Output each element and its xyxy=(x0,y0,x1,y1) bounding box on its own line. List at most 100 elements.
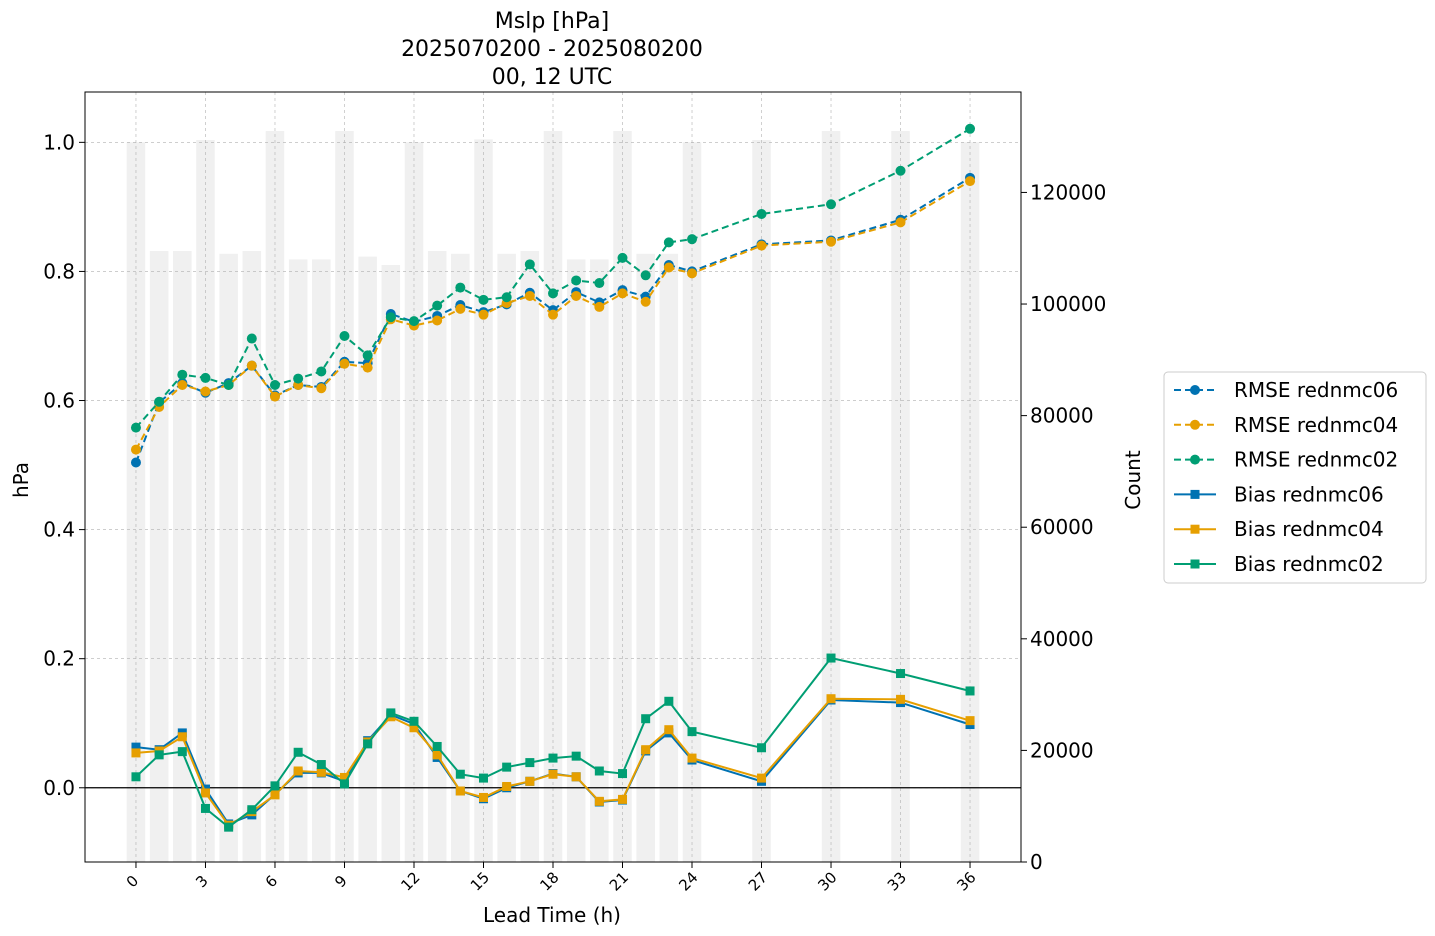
x-tick-label: 30 xyxy=(814,868,840,894)
y-right-tick-label: 0 xyxy=(1030,850,1043,874)
legend-label-bias-rednmc06: Bias rednmc06 xyxy=(1234,482,1384,506)
data-point-rmse-rednmc02 xyxy=(640,270,651,281)
data-point-rmse-rednmc04 xyxy=(594,301,605,312)
data-point-bias-rednmc04 xyxy=(177,732,187,742)
data-point-rmse-rednmc04 xyxy=(965,176,976,187)
data-point-rmse-rednmc04 xyxy=(826,236,837,247)
x-tick-label: 24 xyxy=(675,868,701,894)
data-point-bias-rednmc04 xyxy=(409,723,419,733)
data-point-bias-rednmc02 xyxy=(618,769,628,779)
data-point-bias-rednmc02 xyxy=(826,653,836,663)
data-point-rmse-rednmc02 xyxy=(408,316,419,327)
data-point-rmse-rednmc04 xyxy=(640,296,651,307)
data-point-rmse-rednmc04 xyxy=(548,309,558,320)
count-bar xyxy=(566,259,586,862)
data-point-bias-rednmc04 xyxy=(965,716,975,726)
data-point-bias-rednmc06 xyxy=(131,742,141,752)
x-tick-label: 15 xyxy=(467,868,493,894)
data-point-rmse-rednmc02 xyxy=(663,237,674,248)
data-point-rmse-rednmc04 xyxy=(269,391,280,402)
x-tick-label: 12 xyxy=(397,868,423,894)
data-point-rmse-rednmc02 xyxy=(339,330,350,341)
data-point-rmse-rednmc04 xyxy=(663,262,674,273)
data-point-rmse-rednmc04 xyxy=(524,290,535,301)
x-tick-label: 0 xyxy=(123,872,142,891)
data-point-rmse-rednmc02 xyxy=(246,333,257,344)
data-point-rmse-rednmc02 xyxy=(455,282,466,293)
legend-label-bias-rednmc02: Bias rednmc02 xyxy=(1234,552,1384,576)
count-bar xyxy=(659,253,679,863)
data-point-bias-rednmc04 xyxy=(896,694,906,704)
data-point-bias-rednmc04 xyxy=(548,769,558,779)
data-point-bias-rednmc02 xyxy=(224,822,234,832)
chart-title-line-1: Mslp [hPa] xyxy=(495,9,609,34)
y-right-tick-label: 60000 xyxy=(1030,515,1094,539)
data-point-rmse-rednmc02 xyxy=(594,278,605,289)
data-point-rmse-rednmc02 xyxy=(130,422,141,433)
data-point-bias-rednmc02 xyxy=(896,669,906,679)
data-point-bias-rednmc02 xyxy=(339,779,349,789)
y-left-tick-label: 0.2 xyxy=(43,647,75,671)
x-tick-label: 27 xyxy=(745,868,771,894)
count-bar xyxy=(520,251,540,863)
data-point-rmse-rednmc02 xyxy=(316,366,327,377)
data-point-bias-rednmc02 xyxy=(757,743,767,753)
legend-marker-rmse-rednmc02 xyxy=(1190,454,1200,465)
data-point-bias-rednmc02 xyxy=(409,716,419,726)
data-point-bias-rednmc02 xyxy=(548,753,558,763)
legend-marker-rmse-rednmc06 xyxy=(1190,385,1200,395)
data-point-bias-rednmc04 xyxy=(826,694,836,704)
data-point-bias-rednmc02 xyxy=(432,741,442,751)
count-bar xyxy=(381,264,401,862)
data-point-bias-rednmc02 xyxy=(641,714,651,724)
chart-title: Mslp [hPa] 2025070200 - 2025080200 00, 1… xyxy=(401,9,703,90)
data-point-rmse-rednmc04 xyxy=(316,383,327,394)
legend-label-rmse-rednmc06: RMSE rednmc06 xyxy=(1234,378,1398,402)
data-point-rmse-rednmc02 xyxy=(524,259,535,270)
data-point-rmse-rednmc04 xyxy=(130,444,141,455)
data-point-rmse-rednmc04 xyxy=(687,268,698,279)
data-point-bias-rednmc04 xyxy=(594,796,604,806)
data-point-rmse-rednmc04 xyxy=(617,288,628,299)
x-axis-ticks: 0 3 6 9 12 15 18 21 24 27 30 33 36 xyxy=(123,862,980,895)
data-point-rmse-rednmc04 xyxy=(246,360,257,371)
data-point-bias-rednmc04 xyxy=(339,772,349,782)
data-point-rmse-rednmc02 xyxy=(826,199,837,210)
data-point-bias-rednmc02 xyxy=(525,758,535,768)
count-bar xyxy=(288,259,308,862)
data-point-bias-rednmc02 xyxy=(131,772,141,782)
data-point-rmse-rednmc04 xyxy=(177,380,188,391)
data-point-rmse-rednmc02 xyxy=(571,275,582,286)
x-tick-label: 21 xyxy=(606,868,632,894)
count-bar xyxy=(312,259,331,862)
data-point-bias-rednmc04 xyxy=(270,790,280,800)
x-axis-label: Lead Time (h) xyxy=(483,903,621,927)
y-right-tick-label: 80000 xyxy=(1030,404,1094,428)
data-point-bias-rednmc02 xyxy=(571,751,581,761)
data-point-rmse-rednmc04 xyxy=(756,240,767,251)
data-point-bias-rednmc02 xyxy=(200,803,210,813)
data-point-bias-rednmc04 xyxy=(432,750,442,760)
data-point-rmse-rednmc02 xyxy=(548,288,558,299)
data-point-rmse-rednmc04 xyxy=(200,386,211,397)
legend: RMSE rednmc06 RMSE rednmc04 RMSE rednmc02 B… xyxy=(1163,371,1427,584)
legend-label-rmse-rednmc02: RMSE rednmc02 xyxy=(1234,448,1398,472)
y-right-axis-ticks: 0 20000 40000 60000 80000 100000 120000 xyxy=(1021,180,1106,874)
data-point-bias-rednmc02 xyxy=(386,708,396,718)
data-point-rmse-rednmc04 xyxy=(478,309,489,320)
y-left-tick-label: 0.4 xyxy=(43,518,75,542)
y-right-axis-label: Count xyxy=(1121,450,1145,510)
data-point-rmse-rednmc02 xyxy=(269,380,280,391)
data-point-bias-rednmc04 xyxy=(455,786,465,796)
y-left-tick-label: 0.6 xyxy=(43,389,75,413)
data-point-bias-rednmc02 xyxy=(455,769,465,779)
data-point-rmse-rednmc06 xyxy=(130,457,141,468)
data-point-bias-rednmc04 xyxy=(757,773,767,783)
data-point-rmse-rednmc02 xyxy=(432,300,443,311)
data-point-rmse-rednmc04 xyxy=(571,290,582,301)
data-point-bias-rednmc02 xyxy=(154,750,164,760)
y-right-tick-label: 100000 xyxy=(1030,292,1106,316)
data-point-rmse-rednmc02 xyxy=(177,369,188,380)
data-point-rmse-rednmc02 xyxy=(478,294,489,305)
